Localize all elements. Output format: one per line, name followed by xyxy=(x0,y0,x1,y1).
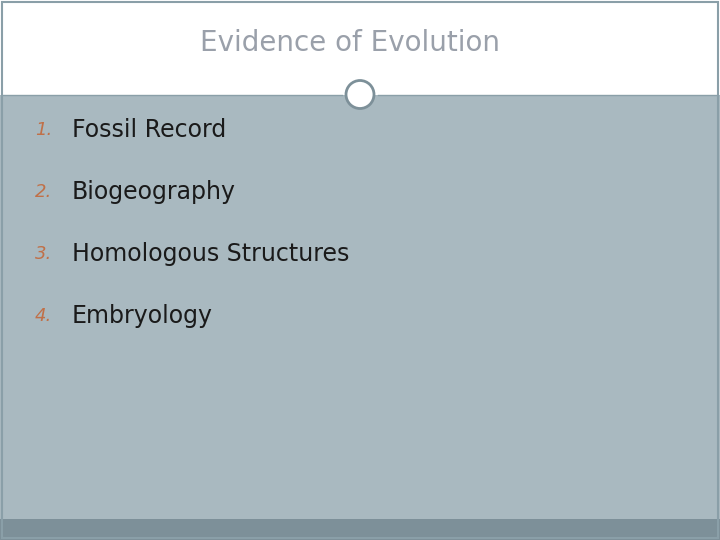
Text: Fossil Record: Fossil Record xyxy=(72,118,226,141)
FancyBboxPatch shape xyxy=(0,94,720,519)
Text: Biogeography: Biogeography xyxy=(72,180,236,204)
Text: 2.: 2. xyxy=(35,183,52,201)
Circle shape xyxy=(346,80,374,109)
FancyBboxPatch shape xyxy=(0,0,720,94)
Text: 1.: 1. xyxy=(35,120,52,139)
FancyBboxPatch shape xyxy=(0,519,720,540)
Text: Homologous Structures: Homologous Structures xyxy=(72,242,349,266)
Text: 3.: 3. xyxy=(35,245,52,263)
Text: Evidence of Evolution: Evidence of Evolution xyxy=(200,29,500,57)
Text: 4.: 4. xyxy=(35,307,52,325)
Text: Embryology: Embryology xyxy=(72,304,213,328)
